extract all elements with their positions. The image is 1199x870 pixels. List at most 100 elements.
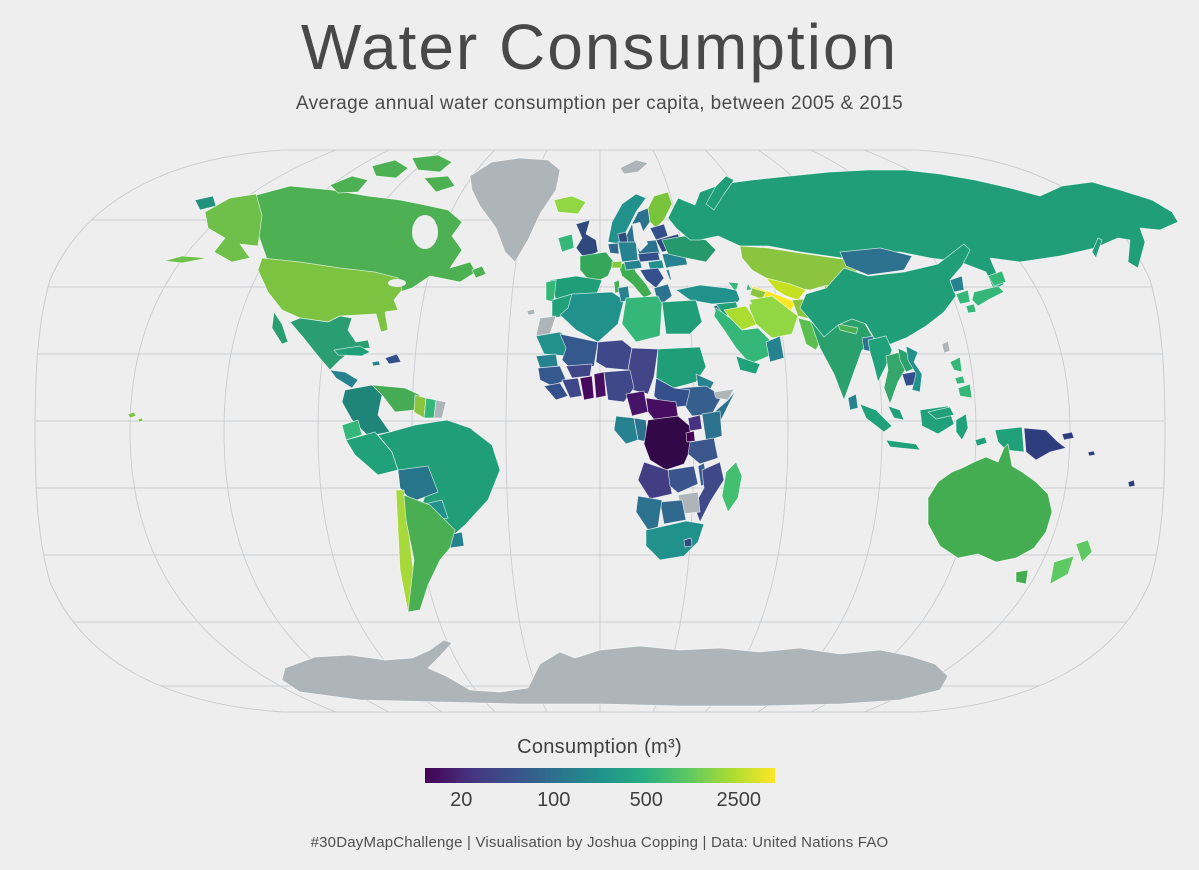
region-aleutians: [163, 255, 209, 264]
region-benelux: [607, 242, 620, 255]
region-uganda: [687, 414, 703, 432]
region-malaysia: [887, 405, 905, 421]
region-ecuador: [341, 419, 363, 441]
region-svalbard: [619, 159, 649, 175]
region-mongolia: [839, 247, 913, 276]
region-taiwan: [941, 340, 951, 354]
region-guinea: [537, 365, 567, 387]
region-niger: [595, 339, 633, 371]
region-yemen: [735, 355, 761, 375]
region-canada-island: [411, 154, 453, 173]
region-rwanda-burundi: [685, 430, 696, 443]
region-balkans: [639, 267, 665, 289]
region-canada-island: [471, 265, 487, 279]
region-hungary: [647, 259, 665, 271]
region-sri-lanka: [847, 393, 859, 411]
region-iran: [747, 295, 799, 339]
region-philippines: [949, 356, 963, 373]
caspian-sea: [733, 262, 752, 306]
legend-ticks: 20 100 500 2500: [415, 789, 785, 812]
legend-colorbar: [425, 768, 775, 783]
map-boundary: [34, 149, 1166, 713]
region-togo-benin: [593, 371, 607, 399]
region-indonesia: [974, 436, 988, 447]
region-burkina-faso: [565, 363, 593, 379]
region-kenya: [701, 410, 723, 442]
region-philippines: [957, 383, 973, 399]
region-japan: [987, 270, 1007, 287]
seas-layer: [388, 215, 752, 306]
region-finland: [647, 191, 673, 229]
region-brazil: [377, 419, 501, 541]
region-south-africa: [645, 520, 705, 561]
region-tasmania: [1015, 569, 1029, 585]
region-indonesia: [955, 413, 969, 441]
region-solomons: [1087, 450, 1096, 457]
region-dr-congo: [643, 415, 693, 471]
region-canada-island: [423, 175, 456, 193]
region-nepal: [837, 323, 859, 335]
region-madagascar: [721, 461, 743, 513]
region-sakhalin: [1091, 237, 1103, 259]
region-usa: [257, 257, 403, 333]
region-papua-new-guinea: [1023, 427, 1067, 461]
region-guatemala: [329, 369, 359, 389]
region-ghana: [579, 375, 595, 401]
legend-title: Consumption (m³): [517, 736, 682, 758]
region-hawaii: [127, 411, 137, 419]
region-tanzania: [687, 437, 719, 465]
region-baja: [271, 311, 289, 345]
region-baltics: [649, 223, 669, 241]
region-canada-island: [329, 175, 369, 194]
region-zambia: [667, 465, 699, 494]
region-vietnam: [905, 345, 923, 393]
region-chukotka: [194, 195, 217, 211]
region-indonesia: [859, 403, 893, 433]
region-iraq: [723, 305, 759, 331]
region-canary: [526, 308, 536, 316]
region-japan: [965, 303, 977, 314]
region-hispaniola: [384, 353, 402, 365]
region-philippines: [954, 375, 966, 385]
region-north-korea: [949, 275, 965, 293]
region-australia: [927, 443, 1053, 563]
region-mexico: [289, 315, 371, 371]
great-lakes: [388, 279, 406, 287]
region-china: [799, 243, 971, 346]
page-subtitle: Average annual water consumption per cap…: [295, 93, 904, 114]
region-french-guiana: [433, 399, 447, 419]
region-portugal: [545, 279, 557, 303]
region-alaska: [204, 193, 263, 263]
region-new-zealand: [1075, 539, 1093, 563]
baltic-sea: [632, 222, 648, 252]
credit-line: #30DayMapChallenge | Visualisation by Jo…: [310, 834, 889, 851]
region-indonesia: [885, 439, 921, 451]
region-malaysia-borneo: [927, 406, 955, 420]
region-france: [579, 251, 615, 285]
region-south-korea: [955, 289, 971, 305]
region-mozambique: [693, 461, 725, 523]
region-new-britain: [1061, 431, 1075, 441]
legend-tick: 100: [537, 789, 571, 811]
region-greenland: [469, 157, 561, 263]
page-title: Water Consumption: [300, 11, 899, 83]
region-ivory-coast: [561, 377, 583, 399]
region-egypt: [661, 299, 703, 335]
region-angola: [637, 461, 673, 500]
region-fiji: [1127, 479, 1136, 488]
region-bolivia: [397, 465, 439, 503]
region-antarctica: [281, 639, 949, 707]
region-cuba: [333, 345, 371, 357]
region-senegal: [535, 353, 559, 369]
region-oman: [765, 335, 785, 363]
region-switzerland: [611, 260, 623, 269]
region-sierra-leone: [543, 382, 569, 401]
region-botswana: [659, 499, 687, 525]
legend-tick: 2500: [716, 789, 762, 811]
hudson-bay: [412, 215, 438, 249]
legend-tick: 20: [450, 789, 473, 811]
region-gabon: [613, 415, 639, 445]
region-hawaii: [137, 417, 144, 423]
